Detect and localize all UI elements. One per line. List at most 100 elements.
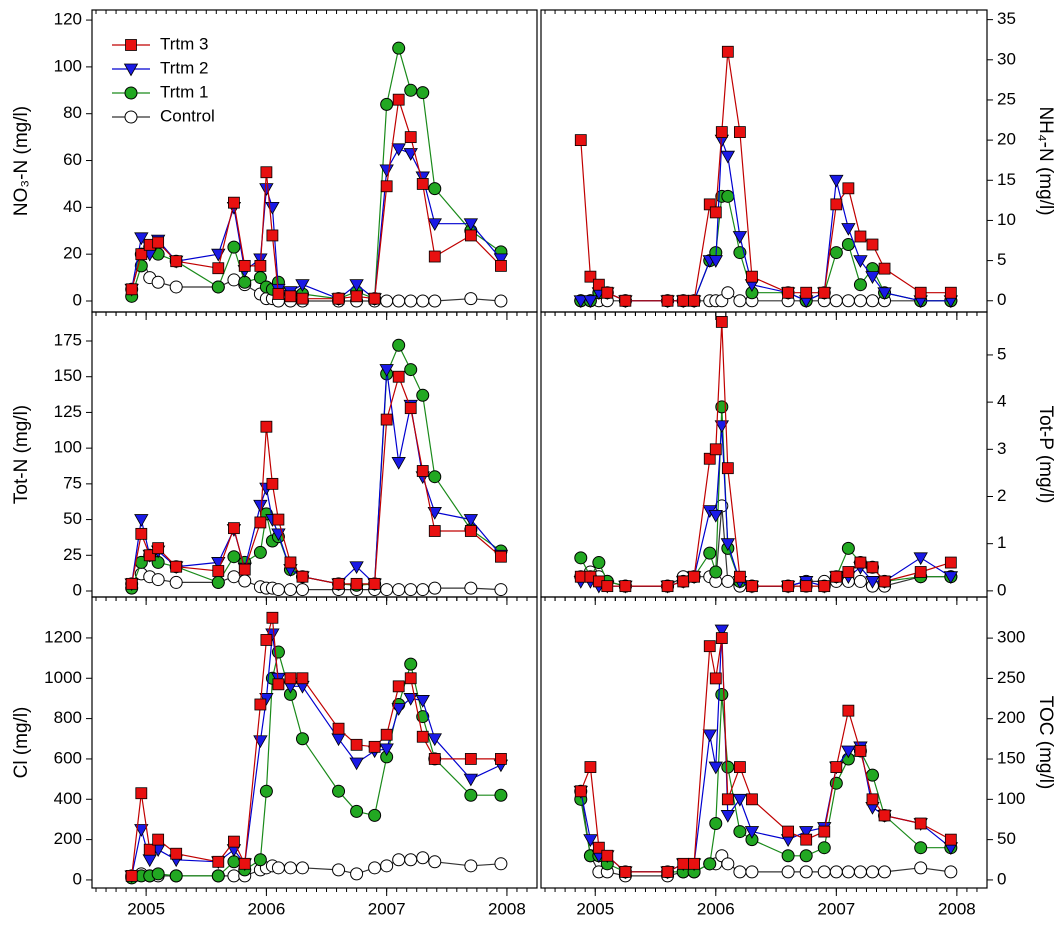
marker bbox=[238, 275, 252, 289]
marker bbox=[296, 292, 309, 305]
marker bbox=[135, 527, 148, 540]
marker bbox=[238, 574, 252, 588]
panel: 0 20 40 60 80 100 120 NO₃-N (mg/l) Trtm 3 Trtm 2 T… bbox=[11, 9, 538, 320]
marker bbox=[152, 833, 165, 846]
marker bbox=[866, 793, 879, 806]
panel-frame bbox=[91, 596, 538, 889]
marker bbox=[404, 83, 418, 97]
series-line bbox=[580, 51, 951, 302]
marker bbox=[854, 230, 867, 243]
marker bbox=[350, 290, 363, 303]
marker bbox=[464, 753, 477, 765]
legend-marker bbox=[125, 39, 137, 51]
marker bbox=[211, 575, 225, 589]
marker bbox=[592, 278, 605, 291]
marker bbox=[877, 287, 892, 301]
marker bbox=[495, 259, 507, 272]
marker bbox=[619, 865, 632, 878]
marker bbox=[709, 443, 722, 456]
marker bbox=[380, 413, 393, 426]
marker bbox=[619, 294, 632, 307]
series-line bbox=[131, 374, 502, 585]
y-tick-label: 30 bbox=[997, 49, 1016, 68]
marker bbox=[601, 580, 614, 593]
y-tick-label: 1 bbox=[997, 533, 1006, 552]
marker bbox=[574, 134, 587, 147]
x-tick-label: 2006 bbox=[697, 899, 735, 918]
marker bbox=[428, 753, 441, 765]
marker bbox=[677, 857, 690, 870]
marker bbox=[709, 672, 722, 685]
marker bbox=[865, 294, 879, 308]
y-tick-label: 1000 bbox=[44, 668, 82, 687]
marker bbox=[404, 363, 418, 377]
marker bbox=[830, 198, 843, 211]
marker bbox=[349, 561, 364, 575]
marker bbox=[266, 611, 279, 624]
marker bbox=[211, 280, 225, 294]
marker bbox=[415, 171, 430, 185]
marker bbox=[392, 93, 405, 106]
marker bbox=[254, 259, 267, 272]
marker bbox=[416, 388, 430, 402]
y-tick-label: 50 bbox=[63, 509, 82, 528]
y-tick-label: 600 bbox=[54, 748, 82, 767]
marker bbox=[350, 577, 363, 590]
marker bbox=[733, 761, 746, 773]
marker bbox=[379, 164, 394, 178]
marker bbox=[428, 525, 441, 537]
marker bbox=[428, 855, 442, 869]
marker bbox=[721, 857, 735, 871]
y-tick-label: 5 bbox=[997, 344, 1006, 363]
marker bbox=[404, 402, 417, 415]
series-line bbox=[580, 791, 951, 877]
marker bbox=[464, 292, 478, 306]
marker bbox=[721, 286, 735, 300]
marker bbox=[416, 851, 430, 865]
marker bbox=[732, 793, 748, 807]
y-tick-label: 20 bbox=[63, 244, 82, 263]
marker bbox=[380, 583, 394, 597]
marker bbox=[744, 826, 760, 839]
marker bbox=[266, 229, 279, 242]
marker bbox=[404, 294, 418, 308]
marker bbox=[392, 338, 406, 352]
y-axis-title: Tot-N (mg/l) bbox=[11, 405, 32, 504]
marker bbox=[272, 678, 285, 691]
marker bbox=[463, 773, 479, 787]
marker bbox=[135, 248, 148, 261]
marker bbox=[745, 865, 759, 879]
marker bbox=[865, 271, 880, 284]
marker bbox=[914, 566, 927, 578]
y-tick-label: 0 bbox=[73, 869, 82, 888]
marker bbox=[392, 680, 405, 693]
marker bbox=[714, 624, 729, 638]
marker bbox=[464, 229, 477, 242]
y-tick-label: 4 bbox=[997, 392, 1006, 411]
marker bbox=[866, 238, 879, 251]
marker bbox=[709, 817, 723, 831]
y-tick-label: 35 bbox=[997, 9, 1016, 28]
marker bbox=[416, 294, 430, 308]
marker bbox=[416, 178, 429, 190]
marker bbox=[238, 259, 251, 272]
marker bbox=[227, 273, 241, 287]
marker bbox=[238, 563, 251, 576]
marker bbox=[583, 295, 598, 309]
marker bbox=[284, 672, 297, 685]
marker bbox=[392, 294, 406, 308]
marker bbox=[733, 570, 746, 583]
marker bbox=[878, 865, 892, 879]
marker bbox=[584, 270, 597, 283]
marker bbox=[853, 574, 867, 588]
marker bbox=[703, 452, 716, 465]
series-line bbox=[131, 369, 502, 586]
marker bbox=[853, 278, 867, 292]
marker bbox=[227, 570, 241, 584]
marker bbox=[350, 804, 364, 818]
marker bbox=[379, 743, 394, 757]
marker bbox=[428, 250, 441, 263]
marker bbox=[227, 855, 241, 869]
y-tick-label: 25 bbox=[63, 545, 82, 564]
marker bbox=[151, 573, 165, 587]
